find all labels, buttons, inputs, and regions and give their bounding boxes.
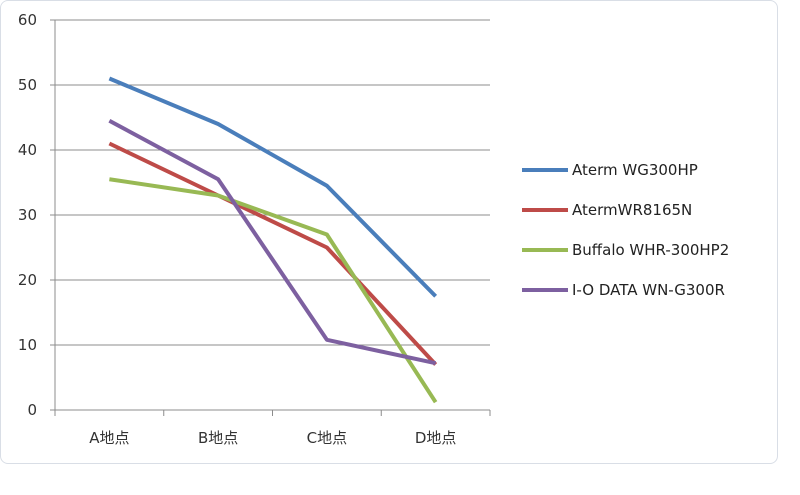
legend-label: Buffalo WHR-300HP2: [572, 241, 729, 259]
y-tick-label: 10: [18, 336, 37, 354]
x-tick-label: A地点: [89, 429, 129, 447]
y-tick-label: 30: [18, 206, 37, 224]
series-line-2: [109, 177, 438, 404]
legend-label: AtermWR8165N: [572, 201, 692, 219]
y-tick-label: 40: [18, 141, 37, 159]
x-tick-label: B地点: [198, 429, 238, 447]
x-tick-label: D地点: [415, 429, 457, 447]
axes: 0 10 20 30 40 50 60 A地点 B地点 C地点 D地点: [18, 11, 491, 447]
series-lines: [108, 76, 438, 404]
x-tick-label: C地点: [307, 429, 347, 447]
series-line-1: [108, 141, 438, 366]
legend-label: Aterm WG300HP: [572, 161, 698, 179]
legend-label: I-O DATA WN-G300R: [572, 281, 725, 299]
y-tick-label: 20: [18, 271, 37, 289]
chart-frame: [0, 0, 778, 464]
y-tick-label: 50: [18, 76, 37, 94]
legend: Aterm WG300HP AtermWR8165N Buffalo WHR-300…: [522, 161, 729, 299]
series-line-3: [108, 118, 437, 366]
series-line-0: [108, 76, 438, 298]
y-tick-label: 0: [27, 401, 37, 419]
y-tick-label: 60: [18, 11, 37, 29]
